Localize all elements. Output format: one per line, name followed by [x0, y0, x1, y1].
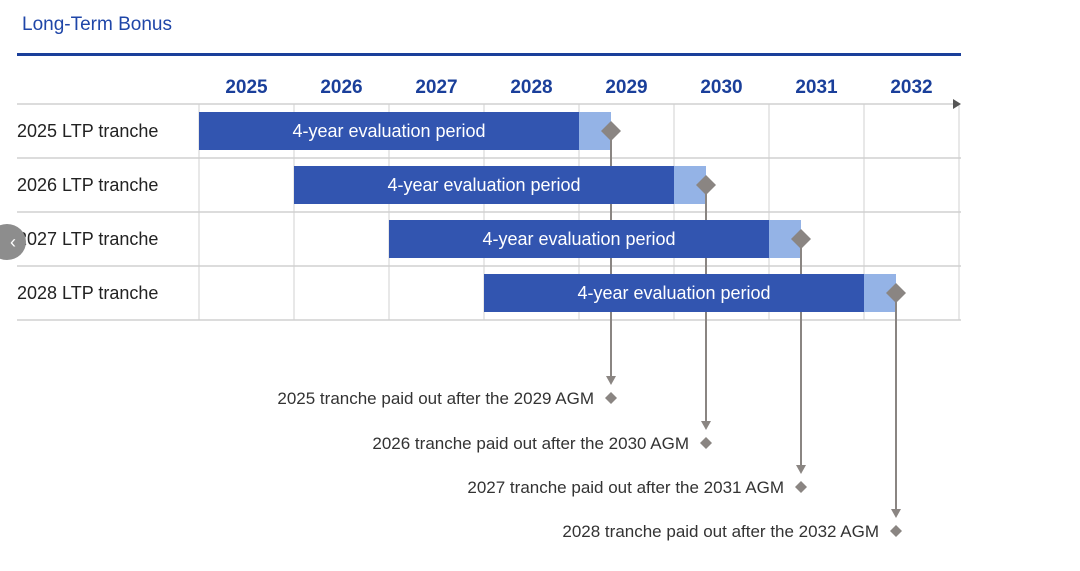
- evaluation-bar-label: 4-year evaluation period: [292, 121, 485, 141]
- payout-marker-icon: [605, 392, 617, 404]
- year-label-2027: 2027: [415, 77, 457, 98]
- year-label-2029: 2029: [605, 77, 647, 98]
- payout-label: 2028 tranche paid out after the 2032 AGM: [562, 522, 879, 541]
- tranche-label: 2028 LTP tranche: [17, 283, 158, 303]
- tranche-label: 2026 LTP tranche: [17, 175, 158, 195]
- payout-diamond-icon: [886, 283, 906, 303]
- year-label-2025: 2025: [225, 77, 268, 98]
- evaluation-bar: [294, 166, 674, 204]
- payout-diamond-icon: [696, 175, 716, 195]
- arrow-down-icon: [606, 376, 616, 385]
- payout-label: 2026 tranche paid out after the 2030 AGM: [372, 434, 689, 453]
- arrow-down-icon: [701, 421, 711, 430]
- tranche-label: 2027 LTP tranche: [17, 229, 158, 249]
- tranche-label: 2025 LTP tranche: [17, 121, 158, 141]
- arrow-down-icon: [796, 465, 806, 474]
- year-label-2026: 2026: [320, 77, 362, 98]
- evaluation-bar: [484, 274, 864, 312]
- chart-title: Long-Term Bonus: [22, 14, 172, 35]
- evaluation-bar-label: 4-year evaluation period: [387, 175, 580, 195]
- payout-label: 2027 tranche paid out after the 2031 AGM: [467, 478, 784, 497]
- evaluation-bar-label: 4-year evaluation period: [577, 283, 770, 303]
- payout-diamond-icon: [601, 121, 621, 141]
- payout-marker-icon: [700, 437, 712, 449]
- evaluation-bar: [199, 112, 579, 150]
- axis-arrow-icon: [953, 99, 961, 109]
- payout-marker-icon: [890, 525, 902, 537]
- title-rule: [17, 53, 961, 56]
- evaluation-bar-label: 4-year evaluation period: [482, 229, 675, 249]
- year-label-2032: 2032: [890, 77, 932, 98]
- payout-label: 2025 tranche paid out after the 2029 AGM: [277, 389, 594, 408]
- evaluation-bar: [389, 220, 769, 258]
- arrow-down-icon: [891, 509, 901, 518]
- year-label-2031: 2031: [795, 77, 838, 98]
- chevron-left-icon: ‹: [10, 231, 16, 252]
- year-label-2030: 2030: [700, 77, 742, 98]
- payout-marker-icon: [795, 481, 807, 493]
- year-label-2028: 2028: [510, 77, 552, 98]
- payout-diamond-icon: [791, 229, 811, 249]
